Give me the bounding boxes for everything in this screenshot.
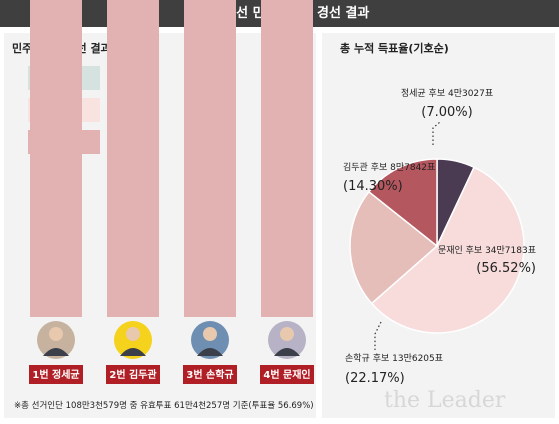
candidate-tag xyxy=(106,365,160,384)
candidate-photo-body xyxy=(197,348,223,356)
candidate-photo-head xyxy=(49,327,63,341)
candidate-photo-head xyxy=(280,327,294,341)
candidate-tag xyxy=(260,365,314,384)
bar-segment-3-1 xyxy=(184,0,236,317)
bar-segment-1-1 xyxy=(30,0,82,317)
pie-label-percent: (14.30%) xyxy=(343,179,403,194)
candidate-photo-body xyxy=(43,348,69,356)
candidate-tag-label: 1번 정세균 xyxy=(32,368,79,381)
pie-slice-3 xyxy=(349,190,439,305)
pie-label-percent: (22.17%) xyxy=(345,371,405,386)
pie-label-name: 문재인 후보 34만7183표 xyxy=(438,245,536,256)
candidate-photo-body xyxy=(274,348,300,356)
pie-leader-line-2 xyxy=(374,321,382,350)
pie-slice-2 xyxy=(370,166,525,334)
pie-label-name: 손학규 후보 13만6205표 xyxy=(345,353,443,364)
candidate-tag-label: 3번 손학규 xyxy=(186,368,233,381)
pie-label-percent: (56.52%) xyxy=(476,261,536,276)
candidate-tag xyxy=(183,365,237,384)
bar-segment-2-1 xyxy=(107,0,159,317)
pie-slice-4 xyxy=(367,158,438,248)
candidate-tag-label: 2번 김두관 xyxy=(109,368,157,381)
watermark: the Leader xyxy=(384,388,506,413)
bar-segment-4-1 xyxy=(261,0,313,317)
candidate-photo-body xyxy=(120,348,146,356)
footnote: ※총 선거인단 108만3천579명 중 유효투표 61만4천257명 기준(투… xyxy=(14,401,314,411)
candidate-photo-head xyxy=(126,327,140,341)
pie-leader-line-1 xyxy=(432,121,441,145)
pie-chart-title: 총 누적 득표율(기호순) xyxy=(340,42,449,55)
pie-label-name: 정세균 후보 4만3027표 xyxy=(401,88,493,99)
pie-label-percent: (7.00%) xyxy=(421,105,472,120)
candidate-photo-head xyxy=(203,327,217,341)
pie-label-name: 김두관 후보 8만7842표 xyxy=(343,161,435,173)
candidate-tag xyxy=(29,365,83,384)
candidate-tag-label: 4번 문재인 xyxy=(263,368,310,381)
